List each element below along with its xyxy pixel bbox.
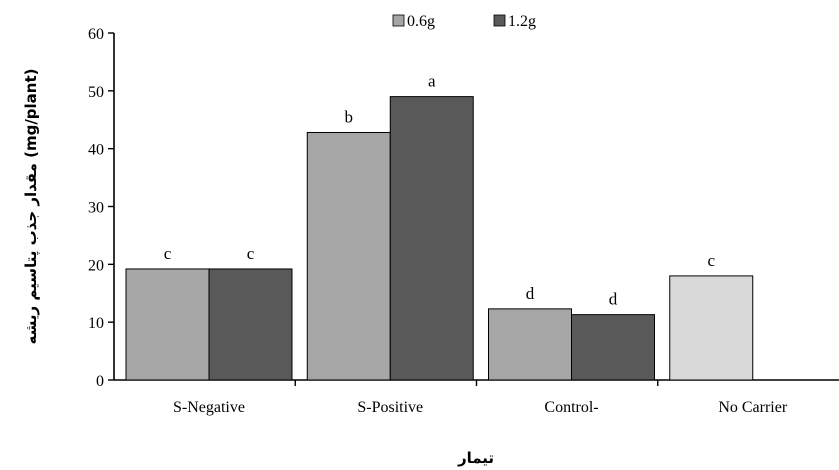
- bar-letter-label: b: [345, 107, 354, 126]
- bar: [208, 268, 293, 381]
- y-tick-label: 20: [88, 257, 104, 274]
- y-tick-label: 50: [88, 84, 104, 101]
- y-axis: 0 10 20 30 40 50 60: [88, 26, 115, 390]
- bar: [571, 314, 655, 381]
- bar-letter-label: d: [609, 290, 618, 309]
- y-tick-label: 10: [88, 315, 104, 332]
- bars: [125, 96, 754, 381]
- x-tick-label: S-Positive: [357, 399, 423, 416]
- bar: [389, 96, 474, 381]
- x-tick-label: No Carrier: [718, 399, 788, 416]
- legend: 0.6g 1.2g: [392, 13, 536, 30]
- legend-label: 1.2g: [508, 13, 536, 30]
- bar-letter-label: c: [707, 251, 715, 270]
- x-axis-title: تیمار: [457, 449, 494, 467]
- x-tick-label: S-Negative: [173, 399, 245, 416]
- bar-letter-label: d: [526, 284, 535, 303]
- legend-swatch: [392, 14, 405, 27]
- legend-label: 0.6g: [407, 13, 435, 30]
- bar: [488, 308, 572, 381]
- bar: [125, 268, 210, 381]
- y-tick-label: 0: [96, 373, 104, 390]
- bar-labels: c c b a d d c: [164, 72, 716, 309]
- bar-letter-label: a: [428, 72, 436, 91]
- y-tick-label: 30: [88, 200, 104, 217]
- x-tick-label: Control-: [544, 399, 598, 416]
- legend-swatch: [493, 14, 506, 27]
- bar-letter-label: c: [164, 244, 172, 263]
- x-axis: S-Negative S-Positive Control- No Carrier: [114, 379, 839, 416]
- bar: [306, 131, 391, 381]
- y-axis-title: مقدار جذب پتاسیم ریشه (mg/plant): [22, 68, 41, 344]
- bar: [669, 275, 754, 381]
- y-tick-label: 40: [88, 142, 104, 159]
- y-tick-label: 60: [88, 26, 104, 43]
- bar-letter-label: c: [247, 244, 255, 263]
